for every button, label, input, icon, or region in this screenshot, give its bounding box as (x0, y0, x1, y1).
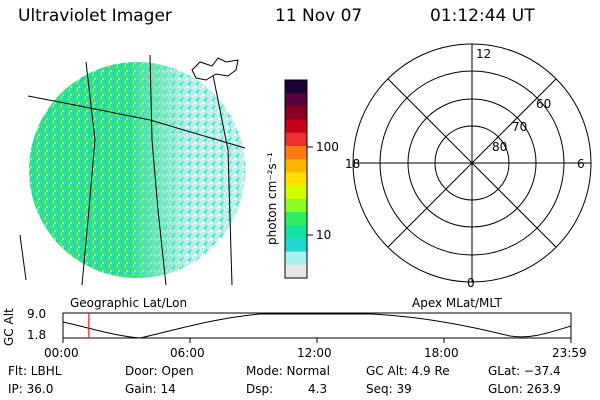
timeline-xtick-2359: 23:59 (552, 346, 587, 360)
color-bar-segment (285, 106, 307, 121)
right-panel-label: Apex MLat/MLT (412, 296, 502, 310)
coastline (191, 57, 239, 81)
time-label: 01:12:44 UT (430, 6, 535, 26)
color-bar-label-10: 10 (316, 228, 332, 242)
instrument-title: Ultraviolet Imager (18, 6, 172, 26)
mlt-label-18: 18 (345, 157, 361, 171)
color-bar-segment (285, 172, 307, 187)
color-bar-segment (285, 238, 307, 253)
status-gc-alt: GC Alt: 4.9 Re (366, 364, 450, 378)
color-bar-segment (285, 225, 307, 239)
date-label: 11 Nov 07 (275, 6, 363, 26)
mlat-label-70: 70 (512, 120, 528, 134)
status-dsp-label: Dsp: (246, 382, 274, 396)
timeline-ytick-bottom: 1.8 (27, 328, 47, 342)
color-bar-frame (284, 79, 308, 279)
mlt-label-6: 6 (577, 157, 585, 171)
color-bar-segment (285, 159, 307, 173)
color-bar-segment (285, 132, 307, 147)
color-bar-label-100: 100 (316, 140, 339, 154)
timeline-xticks (62, 338, 572, 343)
color-bar-segment (285, 264, 307, 279)
timeline-xtick-0000: 00:00 (44, 346, 79, 360)
status-ip: IP: 36.0 (8, 382, 54, 396)
geographic-grid (19, 54, 246, 286)
mlat-label-60: 60 (536, 97, 552, 111)
status-gain: Gain: 14 (125, 382, 176, 396)
color-bar-segment (285, 198, 307, 213)
status-flt: Flt: LBHL (8, 364, 62, 378)
color-bar-segment (285, 93, 307, 107)
status-door: Door: Open (125, 364, 194, 378)
status-glon: GLon: 263.9 (488, 382, 561, 396)
timeline-xtick-0600: 06:00 (170, 346, 205, 360)
status-glat: GLat: −37.4 (488, 364, 561, 378)
left-panel-label: Geographic Lat/Lon (70, 296, 188, 310)
color-bar-segment (285, 212, 307, 226)
mlt-label-12: 12 (476, 47, 492, 61)
color-bar-segment (285, 251, 307, 266)
polar-grid (352, 43, 592, 283)
color-bar-segment (285, 119, 307, 134)
status-seq: Seq: 39 (366, 382, 412, 396)
timeline-frame (62, 312, 572, 339)
color-bar-segment (285, 146, 307, 160)
color-bar-segment (285, 185, 307, 200)
color-bar-unit-label: photon cm⁻²s⁻¹ (265, 152, 279, 245)
mlat-label-80: 80 (492, 140, 508, 154)
gc-alt-curve (62, 313, 572, 339)
uv-image-disk (29, 62, 245, 278)
timeline-ytick-top: 9.0 (27, 307, 47, 321)
timeline-axis-label: GC Alt (2, 308, 16, 346)
status-mode: Mode: Normal (246, 364, 330, 378)
color-bar-segment (285, 80, 307, 94)
timeline-xtick-1800: 18:00 (424, 346, 459, 360)
mlt-label-0: 0 (467, 276, 475, 290)
color-bar (285, 80, 307, 279)
timeline-xtick-1200: 12:00 (297, 346, 332, 360)
status-dsp-value: 4.3 (308, 382, 328, 396)
